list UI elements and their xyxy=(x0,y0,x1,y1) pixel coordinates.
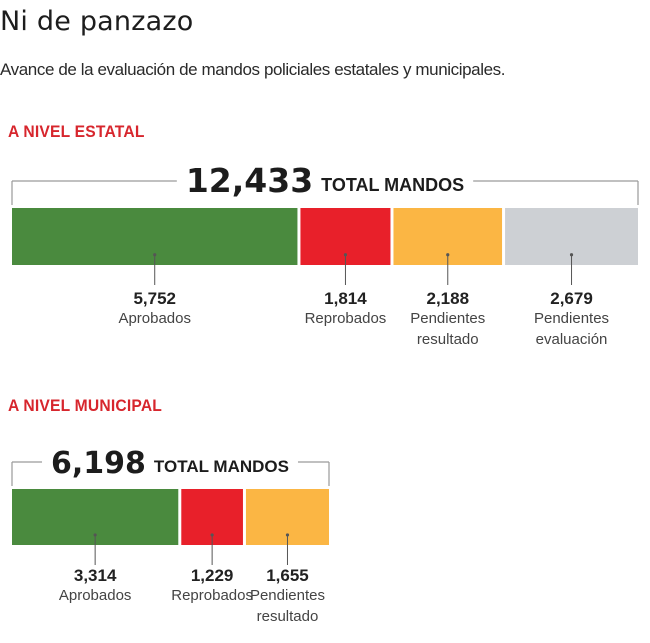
leader-dot xyxy=(569,253,574,257)
total-value: 6,198 xyxy=(51,446,146,481)
section-title-estatal: A NIVEL ESTATAL xyxy=(8,122,145,141)
value-label: 1,655 xyxy=(266,566,309,585)
value-label: 5,752 xyxy=(133,289,176,308)
category-label: Pendientes xyxy=(410,310,485,327)
category-label: Pendientes xyxy=(534,310,609,327)
section-title-municipal: A NIVEL MUNICIPAL xyxy=(8,396,163,415)
leader-dot xyxy=(153,253,157,257)
value-label: 1,229 xyxy=(191,566,234,585)
total-label: TOTAL MANDOS xyxy=(154,457,289,476)
page-title: Ni de panzazo xyxy=(0,6,194,37)
value-label: 2,679 xyxy=(550,289,593,308)
category-label: Aprobados xyxy=(59,587,132,604)
total-label: TOTAL MANDOS xyxy=(321,175,464,195)
category-label: evaluación xyxy=(536,331,608,348)
value-label: 3,314 xyxy=(74,566,117,585)
leader-dot xyxy=(343,253,348,257)
category-label: Reprobados xyxy=(305,310,387,327)
category-label: Pendientes xyxy=(250,587,325,604)
value-label: 1,814 xyxy=(324,289,367,308)
total-value: 12,433 xyxy=(186,161,313,200)
page-subtitle: Avance de la evaluación de mandos polici… xyxy=(0,60,506,79)
leader-dot xyxy=(446,253,450,257)
category-label: Aprobados xyxy=(118,310,191,327)
value-label: 2,188 xyxy=(426,289,469,308)
category-label: resultado xyxy=(417,331,479,348)
category-label: resultado xyxy=(257,608,319,625)
category-label: Reprobados xyxy=(171,587,253,604)
